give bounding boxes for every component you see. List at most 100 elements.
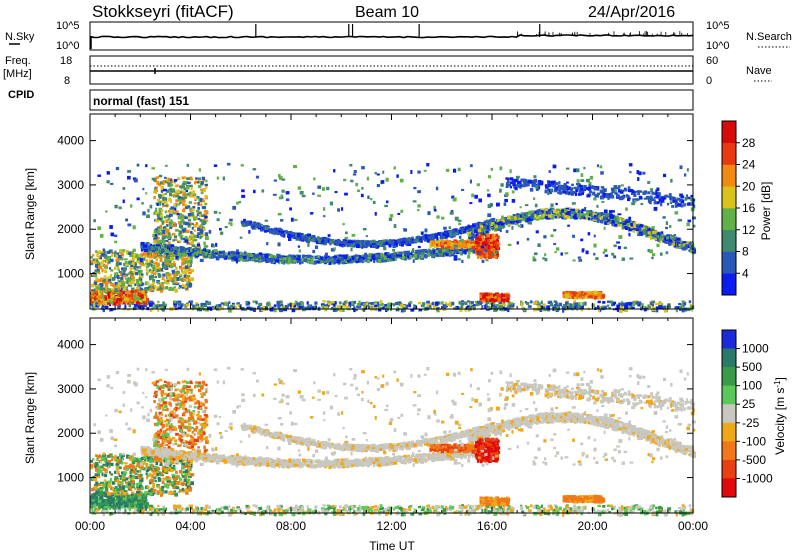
power-cell bbox=[349, 244, 353, 247]
power-cell bbox=[188, 235, 192, 238]
power-cell bbox=[151, 265, 155, 269]
power-cell bbox=[152, 285, 156, 289]
power-cell bbox=[373, 306, 377, 311]
power-cell bbox=[252, 223, 256, 227]
power-cell bbox=[196, 248, 200, 251]
power-cell bbox=[591, 217, 594, 220]
power-cell bbox=[345, 305, 350, 310]
power-cell bbox=[255, 254, 259, 259]
power-cell bbox=[432, 305, 436, 310]
power-cell bbox=[204, 219, 209, 223]
power-cell bbox=[338, 301, 342, 305]
power-cell bbox=[162, 198, 166, 202]
power-cell bbox=[400, 243, 404, 247]
power-cell bbox=[135, 255, 139, 259]
power-cell bbox=[205, 244, 209, 248]
power-cell bbox=[250, 254, 254, 258]
power-cell bbox=[102, 281, 105, 286]
power-cell bbox=[140, 269, 143, 273]
power-cell bbox=[190, 269, 195, 273]
power-cell bbox=[161, 265, 166, 269]
power-cell bbox=[120, 277, 124, 280]
power-cell bbox=[520, 178, 524, 182]
cpid-label: CPID bbox=[8, 89, 34, 101]
power-cell bbox=[196, 181, 200, 184]
power-cell bbox=[291, 232, 295, 236]
power-cell bbox=[630, 225, 634, 229]
power-cell bbox=[311, 239, 315, 242]
power-cell bbox=[176, 177, 181, 181]
power-cell bbox=[116, 275, 120, 279]
power-cell bbox=[304, 258, 307, 262]
power-cell bbox=[161, 305, 166, 309]
power-cell bbox=[546, 305, 550, 310]
power-cell bbox=[641, 231, 644, 235]
power-cell bbox=[602, 301, 606, 304]
power-cell bbox=[157, 308, 160, 312]
power-cell bbox=[172, 252, 177, 257]
power-cell bbox=[351, 240, 355, 243]
power-cell bbox=[159, 214, 163, 218]
power-cell bbox=[188, 242, 193, 246]
power-cell bbox=[611, 303, 614, 307]
cpid-panel-frame bbox=[89, 89, 694, 111]
power-cell bbox=[398, 254, 403, 257]
power-cell bbox=[158, 250, 161, 253]
power-cell bbox=[359, 242, 363, 246]
power-cell bbox=[414, 239, 419, 243]
power-cell bbox=[145, 242, 149, 246]
power-cell bbox=[535, 216, 539, 220]
freq-tick-high: 18 bbox=[60, 55, 72, 67]
power-cell bbox=[127, 292, 132, 296]
power-cell bbox=[567, 213, 572, 216]
power-cell bbox=[123, 297, 128, 302]
power-cell bbox=[299, 260, 302, 265]
power-cell bbox=[281, 260, 285, 264]
power-cell bbox=[178, 240, 182, 243]
power-cell bbox=[595, 214, 599, 218]
power-cell bbox=[94, 269, 98, 273]
power-cell bbox=[370, 305, 375, 309]
power-cell bbox=[175, 199, 179, 203]
power-cell bbox=[657, 302, 662, 306]
power-cell bbox=[200, 306, 203, 310]
power-cell bbox=[379, 240, 384, 244]
power-cell bbox=[451, 251, 454, 254]
power-cell bbox=[684, 246, 688, 250]
power-cell bbox=[133, 266, 136, 270]
power-cell bbox=[624, 308, 629, 312]
power-cell bbox=[534, 210, 538, 214]
power-cell bbox=[573, 213, 577, 217]
power-cell bbox=[248, 301, 251, 305]
power-cell bbox=[411, 236, 415, 240]
power-cell bbox=[115, 259, 119, 262]
power-cell bbox=[141, 252, 145, 256]
power-cell bbox=[488, 228, 491, 231]
power-cell bbox=[658, 238, 661, 242]
power-cell bbox=[162, 261, 165, 266]
power-cell bbox=[452, 248, 456, 253]
power-cell bbox=[394, 255, 397, 259]
power-cell bbox=[581, 302, 585, 305]
power-cell bbox=[153, 196, 156, 200]
power-cell bbox=[311, 255, 314, 259]
power-cell bbox=[567, 186, 571, 191]
power-cell bbox=[472, 229, 475, 234]
power-cell bbox=[480, 230, 484, 234]
power-cell bbox=[218, 251, 223, 254]
power-cell bbox=[131, 265, 134, 270]
power-cell bbox=[205, 236, 209, 241]
power-cell bbox=[205, 300, 209, 304]
power-cell bbox=[135, 279, 139, 283]
power-cell bbox=[369, 258, 373, 262]
power-cell bbox=[171, 269, 176, 273]
power-cell bbox=[138, 272, 141, 276]
power-cell bbox=[105, 294, 108, 299]
power-cell bbox=[658, 235, 662, 240]
power-cell bbox=[200, 204, 203, 207]
power-cell bbox=[484, 304, 487, 309]
power-cell bbox=[371, 244, 376, 248]
power-cell bbox=[162, 180, 166, 183]
power-cell bbox=[170, 190, 174, 193]
power-cell bbox=[138, 286, 142, 290]
